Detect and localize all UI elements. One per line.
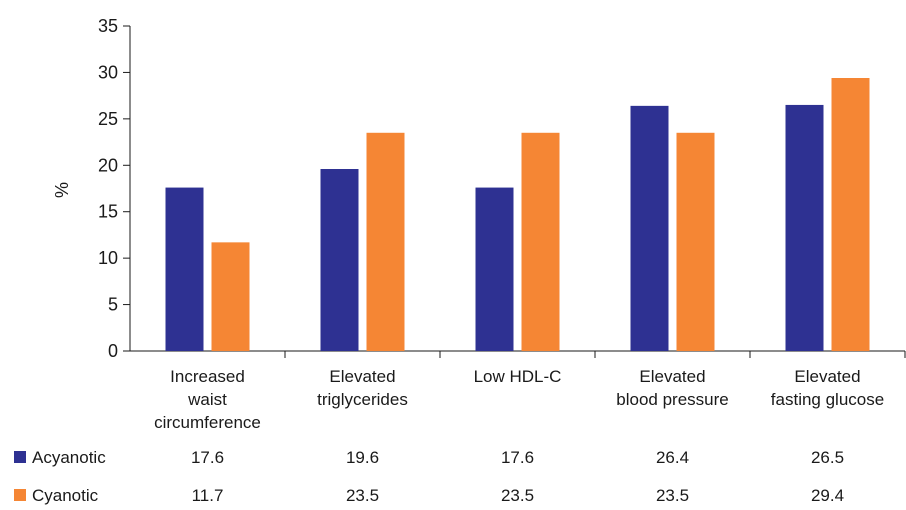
bar-cyanotic-1	[366, 132, 405, 351]
x-category-label-line: waist	[187, 390, 227, 409]
y-axis: 0 5 10 15 20 25 30 35	[98, 16, 131, 361]
bar-acyanotic-4	[785, 104, 824, 351]
x-category-label-line: Low HDL-C	[474, 367, 562, 386]
y-tick-label: 30	[98, 62, 118, 82]
x-category-label: Increased waist circumference	[154, 367, 261, 432]
x-category-label-line: fasting glucose	[771, 390, 884, 409]
y-tick-label: 35	[98, 16, 118, 36]
bar-cyanotic-3	[676, 132, 715, 351]
table-value: 26.4	[656, 448, 689, 467]
y-tick-label: 0	[108, 341, 118, 361]
bar-acyanotic-2	[475, 187, 514, 351]
table-value: 17.6	[501, 448, 534, 467]
bar-acyanotic-1	[320, 169, 359, 351]
data-table: Acyanotic 17.6 19.6 17.6 26.4 26.5 Cyanotic 11.…	[14, 448, 844, 505]
x-axis	[130, 350, 906, 358]
x-category-label: Elevated blood pressure	[616, 367, 728, 409]
bar-cyanotic-0	[211, 242, 250, 351]
x-category-label-line: Elevated	[794, 367, 860, 386]
y-axis-label: %	[52, 182, 72, 198]
table-value: 19.6	[346, 448, 379, 467]
table-value: 17.6	[191, 448, 224, 467]
y-tick-label: 20	[98, 155, 118, 175]
bar-cyanotic-4	[831, 78, 870, 351]
y-tick-label: 10	[98, 248, 118, 268]
bars	[165, 78, 870, 351]
category-labels: Increased waist circumference Elevated trigl…	[154, 367, 884, 432]
bar-acyanotic-0	[165, 187, 204, 351]
bar-cyanotic-2	[521, 132, 560, 351]
x-category-label-line: blood pressure	[616, 390, 728, 409]
table-value: 11.7	[192, 486, 224, 505]
x-category-label: Elevated fasting glucose	[771, 367, 884, 409]
x-category-label-line: Increased	[170, 367, 245, 386]
legend-swatch-acyanotic	[14, 451, 26, 463]
table-value: 26.5	[811, 448, 844, 467]
y-tick-label: 15	[98, 202, 118, 222]
bar-acyanotic-3	[630, 105, 669, 351]
legend-swatch-cyanotic	[14, 489, 26, 501]
x-category-label-line: Elevated	[329, 367, 395, 386]
x-category-label-line: circumference	[154, 413, 261, 432]
table-value: 23.5	[501, 486, 534, 505]
y-tick-label: 25	[98, 109, 118, 129]
x-category-label: Low HDL-C	[474, 367, 562, 386]
table-value: 23.5	[346, 486, 379, 505]
y-tick-label: 5	[108, 295, 118, 315]
legend-label-cyanotic: Cyanotic	[32, 486, 99, 505]
x-category-label-line: Elevated	[639, 367, 705, 386]
table-value: 23.5	[656, 486, 689, 505]
x-category-label: Elevated triglycerides	[317, 367, 408, 409]
table-value: 29.4	[811, 486, 844, 505]
legend-label-acyanotic: Acyanotic	[32, 448, 106, 467]
x-category-label-line: triglycerides	[317, 390, 408, 409]
